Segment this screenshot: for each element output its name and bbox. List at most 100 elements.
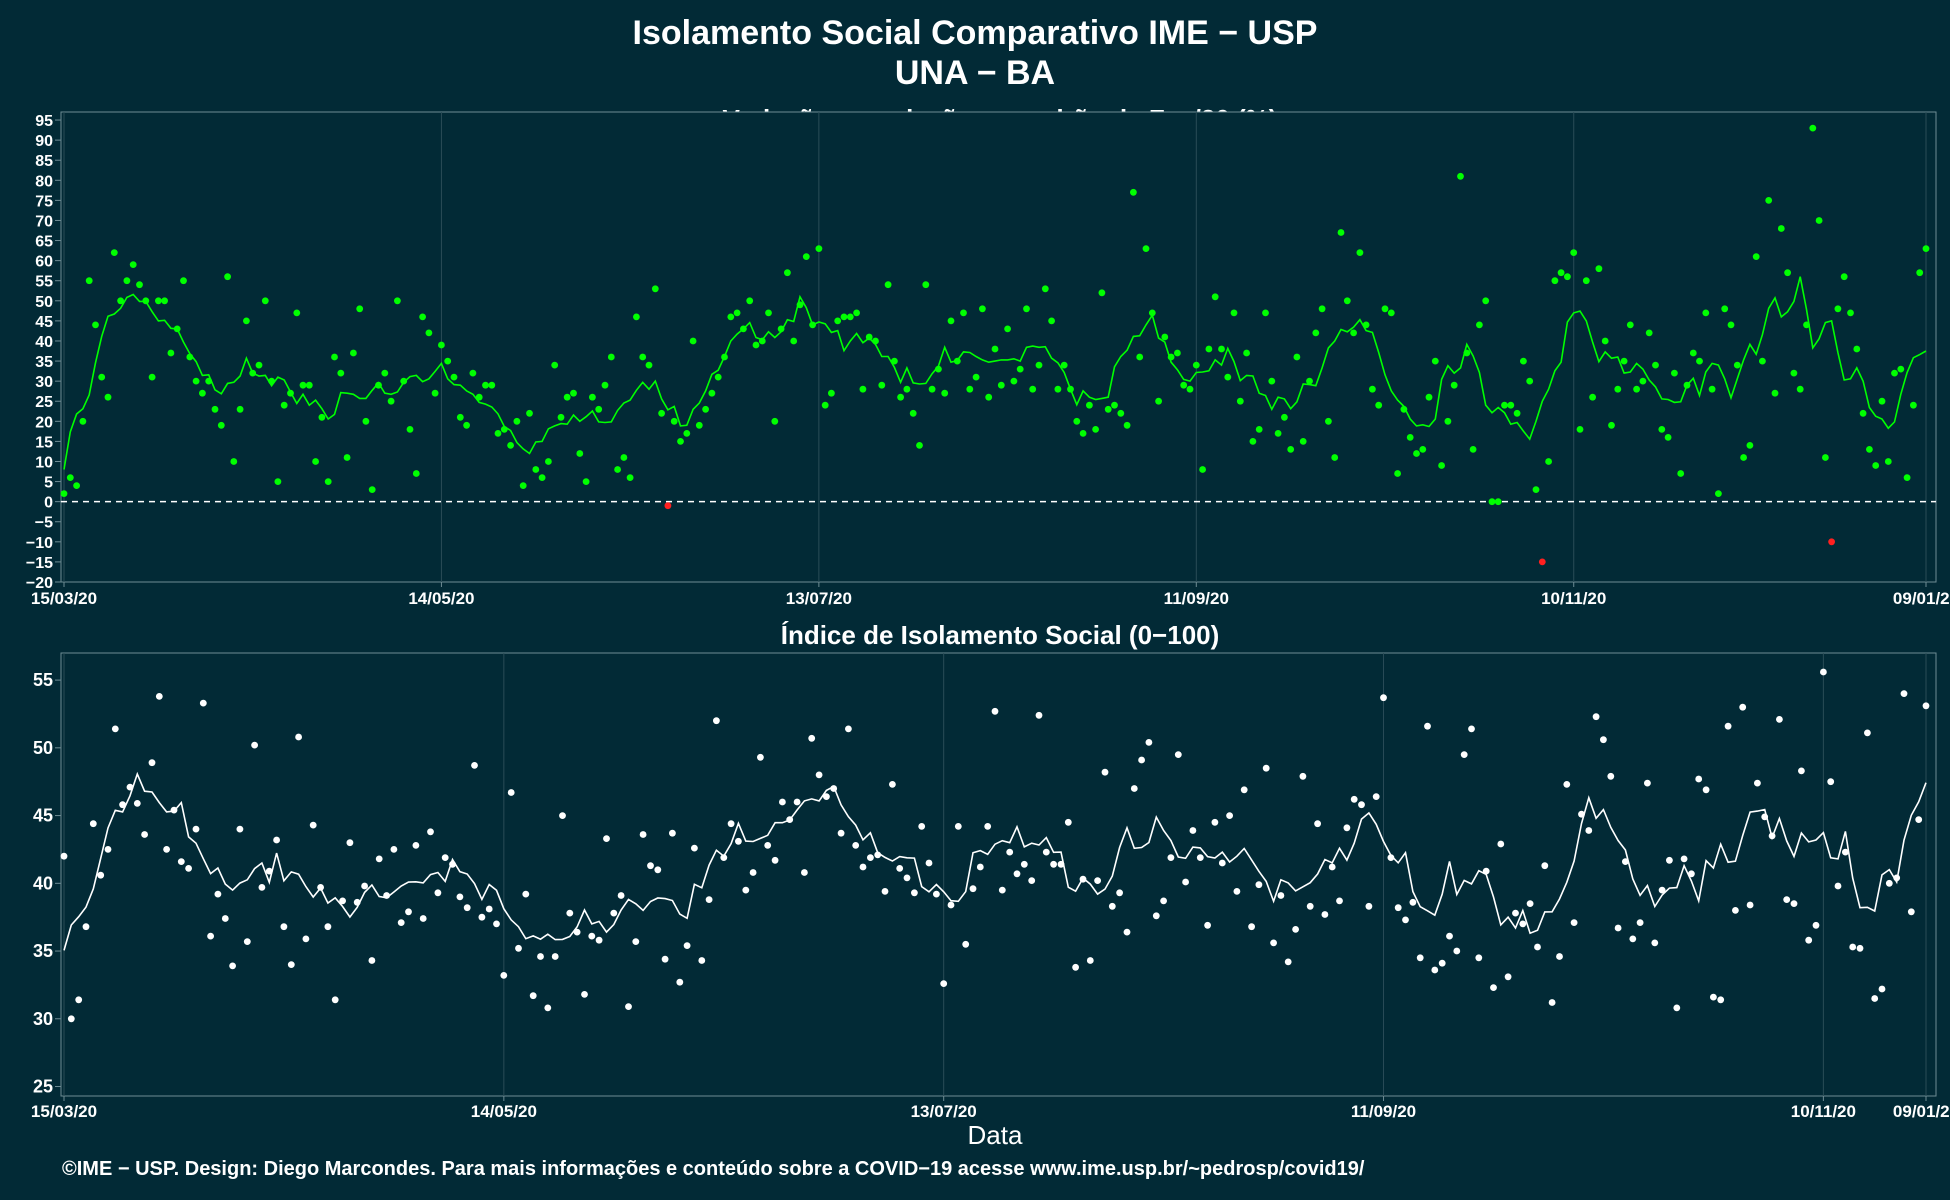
variation-point xyxy=(740,325,747,333)
variation-y-tick-label: 65 xyxy=(35,234,53,251)
index-point xyxy=(837,829,845,837)
index-point xyxy=(1497,840,1505,848)
index-point xyxy=(859,863,867,871)
index-point xyxy=(1321,911,1329,918)
index-point xyxy=(808,734,816,742)
variation-point xyxy=(1633,385,1640,393)
variation-y-tick-label: 95 xyxy=(35,113,53,130)
variation-point xyxy=(186,353,194,361)
variation-point xyxy=(733,309,741,317)
variation-point xyxy=(456,413,464,421)
index-point xyxy=(1805,936,1813,944)
variation-point xyxy=(821,401,829,409)
index-point xyxy=(830,785,838,792)
variation-point xyxy=(406,426,414,433)
variation-point xyxy=(1777,225,1785,232)
variation-y-tick-label: 50 xyxy=(35,294,53,311)
index-point xyxy=(911,889,918,897)
index-point xyxy=(676,978,684,986)
variation-point xyxy=(582,478,590,485)
index-point xyxy=(1812,921,1820,929)
variation-point xyxy=(928,385,936,393)
index-point xyxy=(566,909,574,917)
index-point xyxy=(1248,923,1255,931)
index-y-tick-label: 55 xyxy=(33,670,53,690)
index-point xyxy=(507,789,515,796)
variation-point xyxy=(387,397,395,405)
variation-point xyxy=(362,417,370,425)
variation-point xyxy=(1211,293,1219,301)
variation-point xyxy=(1104,405,1112,413)
variation-point xyxy=(1016,365,1024,373)
variation-point xyxy=(1274,430,1282,437)
index-point xyxy=(603,835,610,842)
variation-point xyxy=(274,478,282,485)
index-point xyxy=(801,869,808,876)
variation-point xyxy=(412,470,420,477)
variation-point xyxy=(324,478,332,485)
variation-point xyxy=(1023,305,1030,313)
index-point xyxy=(691,844,698,852)
variation-point xyxy=(1086,401,1093,409)
variation-point xyxy=(199,389,206,397)
variation-point xyxy=(1897,365,1905,373)
variation-point xyxy=(1148,309,1156,317)
index-point xyxy=(1871,995,1879,1002)
index-point xyxy=(1380,694,1387,702)
variation-point xyxy=(331,353,338,361)
index-point xyxy=(1885,879,1893,887)
index-point xyxy=(375,855,383,863)
index-point xyxy=(1548,999,1556,1006)
index-point xyxy=(889,781,896,788)
index-point xyxy=(427,828,434,836)
index-point xyxy=(1776,716,1783,723)
index-point xyxy=(933,890,940,898)
index-point xyxy=(1578,810,1585,818)
variation-point xyxy=(1740,454,1747,461)
variation-point xyxy=(846,313,854,321)
index-point xyxy=(1798,767,1805,775)
variation-point xyxy=(305,381,313,389)
variation-x-tick-label: 11/09/20 xyxy=(1164,589,1229,608)
index-point xyxy=(544,1004,552,1012)
variation-point xyxy=(1803,321,1810,329)
index-point xyxy=(896,865,904,872)
variation-point xyxy=(1167,353,1175,361)
variation-point xyxy=(1463,349,1471,357)
variation-point xyxy=(658,409,665,417)
index-point xyxy=(757,753,764,761)
variation-point xyxy=(916,442,923,449)
index-point xyxy=(1226,812,1233,819)
variation-point xyxy=(1268,377,1276,385)
variation-point xyxy=(1004,325,1011,333)
variation-point xyxy=(997,381,1005,389)
variation-point xyxy=(293,309,301,317)
variation-point xyxy=(777,325,785,333)
variation-point xyxy=(1287,446,1295,453)
index-point xyxy=(984,823,992,830)
index-point xyxy=(67,1015,75,1023)
index-point xyxy=(742,886,750,894)
variation-point xyxy=(1652,361,1659,369)
variation-point xyxy=(1431,357,1439,365)
variation-point xyxy=(809,321,816,329)
variation-point xyxy=(1771,389,1779,397)
variation-point xyxy=(614,466,621,473)
variation-y-tick-label: −10 xyxy=(26,535,53,552)
variation-point xyxy=(872,337,879,345)
variation-point xyxy=(1098,289,1106,297)
variation-point xyxy=(1205,345,1213,353)
index-point xyxy=(309,821,317,829)
index-point xyxy=(1196,854,1204,861)
index-point xyxy=(1064,818,1072,826)
variation-point xyxy=(1255,426,1263,433)
variation-point xyxy=(815,245,823,253)
variation-point xyxy=(66,474,74,481)
variation-point xyxy=(784,269,791,277)
index-point xyxy=(1387,854,1395,861)
variation-point xyxy=(683,430,691,437)
index-point xyxy=(1218,859,1226,867)
index-point xyxy=(60,852,68,860)
variation-point xyxy=(1130,188,1137,196)
variation-y-tick-label: 20 xyxy=(35,414,53,431)
